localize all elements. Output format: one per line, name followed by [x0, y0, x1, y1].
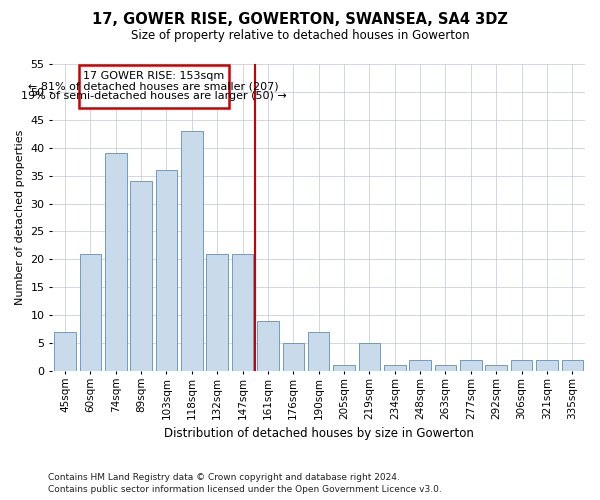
Bar — [384, 366, 406, 371]
Bar — [409, 360, 431, 371]
Bar — [333, 366, 355, 371]
Bar — [283, 343, 304, 371]
Bar — [54, 332, 76, 371]
Text: 19% of semi-detached houses are larger (50) →: 19% of semi-detached houses are larger (… — [21, 92, 287, 102]
Text: Contains public sector information licensed under the Open Government Licence v3: Contains public sector information licen… — [48, 485, 442, 494]
X-axis label: Distribution of detached houses by size in Gowerton: Distribution of detached houses by size … — [164, 427, 473, 440]
Text: 17, GOWER RISE, GOWERTON, SWANSEA, SA4 3DZ: 17, GOWER RISE, GOWERTON, SWANSEA, SA4 3… — [92, 12, 508, 28]
Bar — [536, 360, 558, 371]
Bar — [181, 131, 203, 371]
Y-axis label: Number of detached properties: Number of detached properties — [15, 130, 25, 305]
Text: Contains HM Land Registry data © Crown copyright and database right 2024.: Contains HM Land Registry data © Crown c… — [48, 472, 400, 482]
Bar — [308, 332, 329, 371]
Bar — [105, 154, 127, 371]
Bar — [257, 321, 279, 371]
FancyBboxPatch shape — [79, 65, 229, 108]
Bar — [511, 360, 532, 371]
Text: 17 GOWER RISE: 153sqm: 17 GOWER RISE: 153sqm — [83, 72, 224, 82]
Bar — [562, 360, 583, 371]
Text: Size of property relative to detached houses in Gowerton: Size of property relative to detached ho… — [131, 29, 469, 42]
Bar — [485, 366, 507, 371]
Bar — [206, 254, 228, 371]
Bar — [359, 343, 380, 371]
Bar — [460, 360, 482, 371]
Bar — [130, 181, 152, 371]
Bar — [232, 254, 253, 371]
Text: ← 81% of detached houses are smaller (207): ← 81% of detached houses are smaller (20… — [28, 82, 279, 92]
Bar — [435, 366, 456, 371]
Bar — [80, 254, 101, 371]
Bar — [155, 170, 177, 371]
